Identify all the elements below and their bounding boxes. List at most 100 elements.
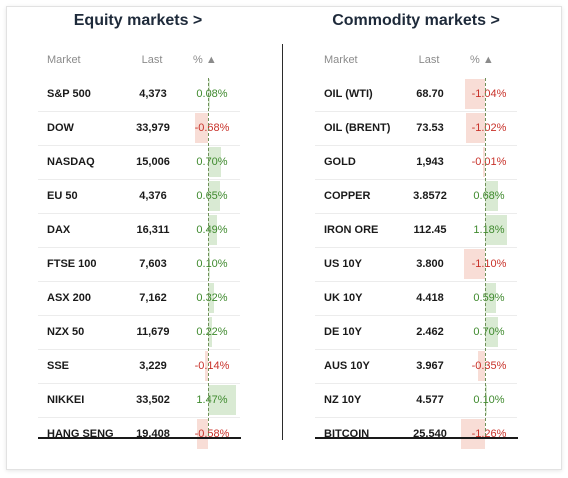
last-price: 3.800 bbox=[416, 258, 444, 270]
table-row[interactable]: OIL (WTI) 68.70 -1.04% bbox=[315, 78, 517, 111]
table-row[interactable]: ASX 200 7,162 0.32% bbox=[38, 281, 240, 315]
change-bar bbox=[461, 419, 485, 449]
percent-change: 0.70% bbox=[473, 326, 505, 338]
table-row[interactable]: NIKKEI 33,502 1.47% bbox=[38, 383, 240, 417]
last-price: 33,979 bbox=[136, 122, 170, 134]
percent-change-cell: 0.10% bbox=[465, 384, 513, 417]
percent-change-cell: -1.04% bbox=[465, 78, 513, 111]
table-row[interactable]: UK 10Y 4.418 0.59% bbox=[315, 281, 517, 315]
table-row[interactable]: IRON ORE 112.45 1.18% bbox=[315, 213, 517, 247]
percent-change-cell: 0.22% bbox=[188, 316, 236, 349]
table-row[interactable]: NZX 50 11,679 0.22% bbox=[38, 315, 240, 349]
percent-change: 0.22% bbox=[196, 326, 228, 338]
table-row[interactable]: NASDAQ 15,006 0.70% bbox=[38, 145, 240, 179]
table-row[interactable]: DAX 16,311 0.49% bbox=[38, 213, 240, 247]
last-price: 16,311 bbox=[136, 224, 170, 236]
market-name: DOW bbox=[47, 122, 74, 134]
table-row[interactable]: OIL (BRENT) 73.53 -1.02% bbox=[315, 111, 517, 145]
table-row[interactable]: SSE 3,229 -0.14% bbox=[38, 349, 240, 383]
percent-change-cell: -0.14% bbox=[188, 350, 236, 383]
header-last[interactable]: Last bbox=[141, 54, 163, 66]
header-market[interactable]: Market bbox=[324, 54, 358, 66]
change-bar bbox=[195, 113, 208, 143]
percent-change: 0.08% bbox=[196, 88, 228, 100]
percent-change: -0.14% bbox=[194, 360, 230, 372]
change-bar bbox=[208, 215, 218, 245]
last-price: 7,162 bbox=[139, 292, 167, 304]
percent-change: 1.47% bbox=[196, 394, 228, 406]
last-price: 15,006 bbox=[136, 156, 170, 168]
percent-change: 0.10% bbox=[473, 394, 505, 406]
zero-line bbox=[485, 78, 486, 436]
percent-change-cell: -1.02% bbox=[465, 112, 513, 145]
change-bar bbox=[465, 113, 485, 143]
market-name: OIL (BRENT) bbox=[324, 122, 391, 134]
percent-change: -1.10% bbox=[471, 258, 507, 270]
market-name: NZ 10Y bbox=[324, 394, 362, 406]
percent-change: -0.35% bbox=[471, 360, 507, 372]
percent-change-cell: 0.70% bbox=[465, 316, 513, 349]
last-price: 68.70 bbox=[416, 88, 444, 100]
market-name: NIKKEI bbox=[47, 394, 85, 406]
last-price: 3.967 bbox=[416, 360, 444, 372]
percent-change-cell: -0.35% bbox=[465, 350, 513, 383]
last-price: 73.53 bbox=[416, 122, 444, 134]
percent-change-cell: 0.08% bbox=[188, 78, 236, 111]
table-row[interactable]: FTSE 100 7,603 0.10% bbox=[38, 247, 240, 281]
change-bar bbox=[208, 249, 210, 279]
percent-change: -0.68% bbox=[194, 122, 230, 134]
percent-change-cell: -0.58% bbox=[188, 418, 236, 451]
table-row[interactable]: COPPER 3.8572 0.68% bbox=[315, 179, 517, 213]
change-bar bbox=[483, 147, 485, 177]
percent-change-cell: -0.01% bbox=[465, 146, 513, 179]
last-price: 7,603 bbox=[139, 258, 167, 270]
table-row[interactable]: AUS 10Y 3.967 -0.35% bbox=[315, 349, 517, 383]
percent-change-cell: 0.10% bbox=[188, 248, 236, 281]
header-percent-sort[interactable]: % ▲ bbox=[193, 54, 217, 66]
market-name: EU 50 bbox=[47, 190, 78, 202]
market-name: FTSE 100 bbox=[47, 258, 97, 270]
table-row[interactable]: GOLD 1,943 -0.01% bbox=[315, 145, 517, 179]
percent-change: 0.59% bbox=[473, 292, 505, 304]
percent-change-cell: -0.68% bbox=[188, 112, 236, 145]
table-row[interactable]: HANG SENG 19,408 -0.58% bbox=[38, 417, 240, 451]
market-name: IRON ORE bbox=[324, 224, 379, 236]
commodity-markets-link[interactable]: Commodity markets > bbox=[332, 12, 500, 29]
change-bar bbox=[485, 181, 498, 211]
table-row[interactable]: EU 50 4,376 0.65% bbox=[38, 179, 240, 213]
market-name: OIL (WTI) bbox=[324, 88, 373, 100]
change-bar bbox=[465, 79, 485, 109]
header-percent-sort[interactable]: % ▲ bbox=[470, 54, 494, 66]
last-price: 11,679 bbox=[136, 326, 170, 338]
equity-markets-link[interactable]: Equity markets > bbox=[73, 12, 203, 29]
header-market[interactable]: Market bbox=[47, 54, 81, 66]
table-row[interactable]: NZ 10Y 4.577 0.10% bbox=[315, 383, 517, 417]
percent-change-cell: 1.47% bbox=[188, 384, 236, 417]
change-bar bbox=[196, 419, 208, 449]
percent-change: 0.70% bbox=[196, 156, 228, 168]
table-row[interactable]: BITCOIN 25,540 -1.26% bbox=[315, 417, 517, 451]
table-row[interactable]: US 10Y 3.800 -1.10% bbox=[315, 247, 517, 281]
table-row[interactable]: DE 10Y 2.462 0.70% bbox=[315, 315, 517, 349]
table-row[interactable]: DOW 33,979 -0.68% bbox=[38, 111, 240, 145]
last-price: 1,943 bbox=[416, 156, 444, 168]
market-name: DAX bbox=[47, 224, 71, 236]
change-bar bbox=[208, 79, 210, 109]
percent-change-cell: 0.32% bbox=[188, 282, 236, 315]
percent-change: 0.49% bbox=[196, 224, 228, 236]
market-name: AUS 10Y bbox=[324, 360, 370, 372]
last-price: 33,502 bbox=[136, 394, 170, 406]
table-row[interactable]: S&P 500 4,373 0.08% bbox=[38, 78, 240, 111]
change-bar bbox=[208, 385, 236, 415]
market-name: S&P 500 bbox=[47, 88, 91, 100]
market-name: US 10Y bbox=[324, 258, 362, 270]
percent-change-cell: 0.49% bbox=[188, 214, 236, 247]
change-bar bbox=[464, 249, 485, 279]
change-bar bbox=[485, 215, 508, 245]
change-bar bbox=[485, 317, 499, 347]
zero-line bbox=[208, 78, 209, 436]
header-last[interactable]: Last bbox=[418, 54, 440, 66]
change-bar bbox=[208, 181, 221, 211]
last-price: 4.418 bbox=[416, 292, 444, 304]
commodity-table-body: OIL (WTI) 68.70 -1.04% OIL (BRENT) 73.53 -1.0… bbox=[315, 78, 517, 451]
